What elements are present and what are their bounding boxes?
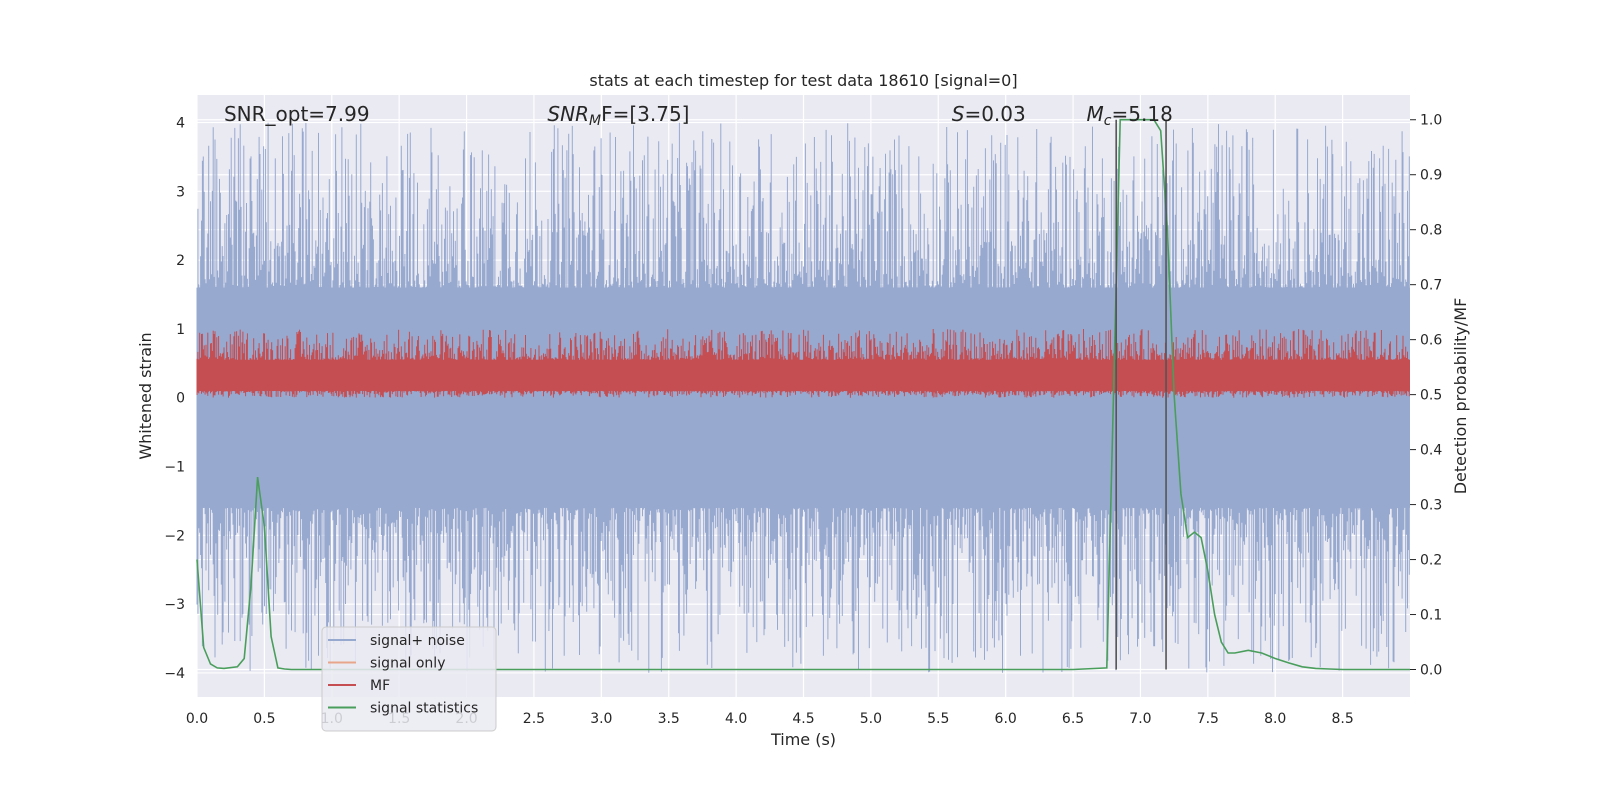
series-signal-noise bbox=[196, 122, 1410, 673]
annotation: S=0.03 bbox=[952, 102, 1026, 126]
y-tick-label: −3 bbox=[164, 597, 185, 613]
y-tick-label-right: 0.6 bbox=[1420, 333, 1442, 349]
x-tick-label: 5.0 bbox=[860, 711, 882, 727]
legend-label: MF bbox=[370, 678, 390, 694]
y-tick-label-right: 1.0 bbox=[1420, 113, 1442, 129]
y-tick-label-right: 0.5 bbox=[1420, 388, 1442, 404]
x-tick-label: 2.5 bbox=[523, 711, 545, 727]
y-tick-label: 4 bbox=[176, 116, 185, 132]
series-trace bbox=[196, 329, 1410, 398]
legend-label: signal only bbox=[370, 656, 445, 672]
y-tick-label-right: 0.0 bbox=[1420, 663, 1442, 679]
x-tick-label: 7.0 bbox=[1129, 711, 1151, 727]
y-tick-label: −4 bbox=[164, 666, 185, 682]
y-ticks-right: 1.0 0.9 0.8 0.7 0.6 0.5 0.4 0.3 0.2 0.1 0.0 bbox=[1410, 113, 1442, 679]
x-tick-label: 5.5 bbox=[927, 711, 949, 727]
y-tick-label: 1 bbox=[176, 322, 185, 338]
y-tick-label-right: 0.9 bbox=[1420, 168, 1442, 184]
x-tick-label: 6.5 bbox=[1062, 711, 1084, 727]
y-tick-label-right: 0.8 bbox=[1420, 223, 1442, 239]
y-axis-label-right: Detection probability/MF bbox=[1451, 298, 1470, 495]
y-ticks: 4 3 2 1 0 −1 −2 −3 −4 bbox=[164, 116, 185, 682]
chart-title: stats at each timestep for test data 186… bbox=[589, 71, 1017, 90]
legend-label: signal+ noise bbox=[370, 633, 465, 649]
legend-box bbox=[321, 626, 497, 732]
y-tick-label: 3 bbox=[176, 184, 185, 200]
x-tick-label: 8.0 bbox=[1264, 711, 1286, 727]
y-tick-label-right: 0.3 bbox=[1420, 498, 1442, 514]
annotation: Mc=5.18 bbox=[1087, 102, 1173, 129]
x-tick-label: 6.0 bbox=[995, 711, 1017, 727]
x-tick-label: 0.5 bbox=[253, 711, 275, 727]
legend: signal+ noise signal only MF signal statist… bbox=[321, 626, 497, 732]
x-axis-label: Time (s) bbox=[770, 730, 836, 749]
annotation: SNRMF=[3.75] bbox=[547, 102, 689, 129]
x-tick-label: 4.0 bbox=[725, 711, 747, 727]
vline-layer bbox=[1115, 119, 1167, 670]
x-tick-label: 0.0 bbox=[186, 711, 208, 727]
series-line bbox=[196, 118, 1410, 671]
y-tick-label: 2 bbox=[176, 253, 185, 269]
x-tick-label: 8.5 bbox=[1331, 711, 1353, 727]
annotation: SNR_opt=7.99 bbox=[224, 102, 370, 126]
x-tick-label: 7.5 bbox=[1197, 711, 1219, 727]
y-tick-label-right: 0.1 bbox=[1420, 608, 1442, 624]
x-tick-label: 4.5 bbox=[792, 711, 814, 727]
y-tick-label-right: 0.7 bbox=[1420, 278, 1442, 294]
y-tick-label: −1 bbox=[164, 460, 185, 476]
series-mf bbox=[196, 329, 1410, 398]
y-tick-label-right: 0.4 bbox=[1420, 443, 1442, 459]
y-tick-label: 0 bbox=[176, 391, 185, 407]
x-tick-label: 3.0 bbox=[590, 711, 612, 727]
y-axis-label: Whitened strain bbox=[136, 332, 155, 459]
legend-label: signal statistics bbox=[370, 701, 478, 717]
x-tick-label: 3.5 bbox=[658, 711, 680, 727]
y-tick-label: −2 bbox=[164, 528, 185, 544]
y-tick-label-right: 0.2 bbox=[1420, 553, 1442, 569]
series-layer bbox=[196, 118, 1410, 673]
annotations: SNR_opt=7.99 SNRMF=[3.75] S=0.03 Mc=5.18 bbox=[224, 102, 1173, 129]
